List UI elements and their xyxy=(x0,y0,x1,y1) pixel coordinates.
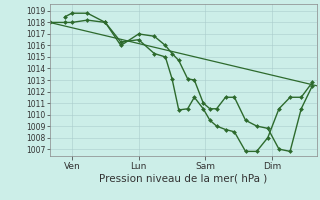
X-axis label: Pression niveau de la mer( hPa ): Pression niveau de la mer( hPa ) xyxy=(99,173,267,183)
